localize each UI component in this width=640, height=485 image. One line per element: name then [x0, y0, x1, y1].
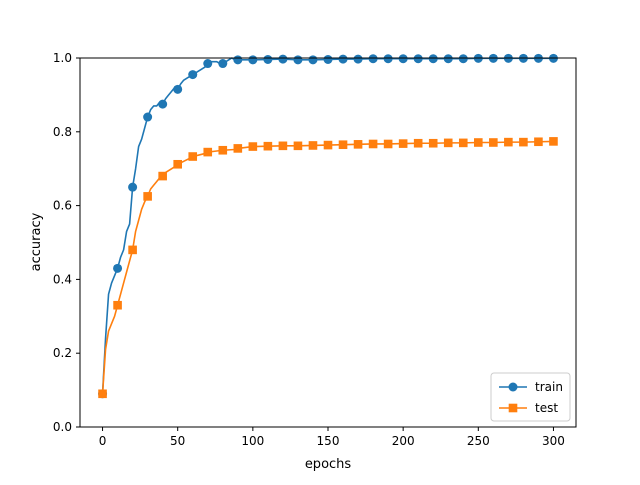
- train-point: [398, 54, 408, 64]
- train-point: [413, 54, 423, 64]
- test-point: [248, 142, 258, 151]
- train-point: [338, 54, 348, 64]
- legend: train test: [490, 372, 571, 422]
- train-point: [293, 55, 303, 65]
- x-tick-label: 100: [241, 434, 264, 448]
- legend-label-test: test: [535, 401, 558, 415]
- test-point: [98, 389, 107, 399]
- y-tick-label: 0.0: [53, 420, 72, 434]
- test-point: [338, 140, 348, 150]
- test-point: [218, 145, 228, 155]
- test-point: [323, 140, 333, 150]
- test-point: [188, 152, 198, 161]
- test-point: [143, 192, 152, 201]
- test-point: [534, 137, 543, 147]
- x-tick-label: 250: [467, 434, 490, 448]
- test-point: [293, 141, 303, 151]
- test-point: [203, 147, 213, 157]
- y-tick-label: 0.2: [53, 346, 72, 360]
- test-point: [173, 159, 182, 169]
- test-point: [549, 137, 558, 146]
- test-point: [504, 137, 513, 147]
- train-point: [263, 54, 273, 64]
- series-line-train: [101, 57, 554, 394]
- test-point: [489, 138, 498, 147]
- y-tick-label: 1.0: [53, 51, 72, 65]
- legend-label-train: train: [535, 380, 563, 394]
- y-tick-label: 0.6: [53, 199, 72, 213]
- train-point: [158, 99, 168, 109]
- test-point: [113, 300, 122, 310]
- test-point: [353, 140, 363, 149]
- train-point: [323, 54, 333, 64]
- train-point: [113, 263, 123, 273]
- train-point: [173, 84, 183, 94]
- train-point: [308, 55, 318, 65]
- y-axis-label: accuracy: [29, 212, 44, 271]
- test-point: [398, 139, 408, 148]
- axes: 0 50 100 150 200 250 300 0.0 0.2 0.4 0.6 0.8 1.0: [53, 51, 577, 448]
- test-point: [519, 137, 528, 147]
- y-tick-label: 0.4: [53, 272, 72, 286]
- y-tick-label: 0.8: [53, 125, 72, 139]
- test-point: [383, 139, 393, 149]
- series-test: [98, 137, 558, 399]
- test-point: [443, 138, 453, 148]
- train-point: [248, 55, 258, 65]
- legend-marker-train: [508, 382, 518, 392]
- train-point: [203, 59, 213, 69]
- axes-frame: [79, 57, 577, 428]
- train-point: [443, 54, 453, 64]
- test-point: [308, 141, 318, 150]
- test-point: [158, 171, 167, 181]
- x-tick-label: 50: [170, 434, 185, 448]
- train-point: [368, 54, 378, 64]
- series-line-test: [101, 140, 554, 394]
- train-point: [458, 54, 468, 64]
- x-axis-label: epochs: [305, 457, 352, 472]
- test-point: [458, 138, 468, 148]
- test-point: [233, 144, 243, 153]
- plot-area: [98, 53, 558, 399]
- test-point: [263, 141, 273, 151]
- legend-marker-test: [508, 403, 518, 413]
- train-point: [428, 54, 438, 64]
- train-point: [143, 112, 153, 122]
- test-point: [128, 245, 137, 255]
- train-point: [233, 55, 243, 65]
- x-tick-label: 0: [99, 434, 107, 448]
- train-point: [383, 54, 393, 64]
- test-point: [368, 139, 378, 149]
- train-point: [353, 54, 363, 64]
- x-tick-label: 200: [392, 434, 415, 448]
- train-point: [278, 54, 288, 64]
- train-point: [188, 70, 198, 80]
- test-point: [474, 138, 483, 147]
- train-point: [218, 59, 228, 69]
- test-point: [413, 138, 423, 148]
- test-point: [278, 141, 288, 151]
- x-tick-label: 300: [542, 434, 565, 448]
- x-tick-label: 150: [317, 434, 340, 448]
- test-point: [428, 138, 438, 148]
- train-point: [128, 182, 138, 192]
- series-train: [98, 53, 558, 399]
